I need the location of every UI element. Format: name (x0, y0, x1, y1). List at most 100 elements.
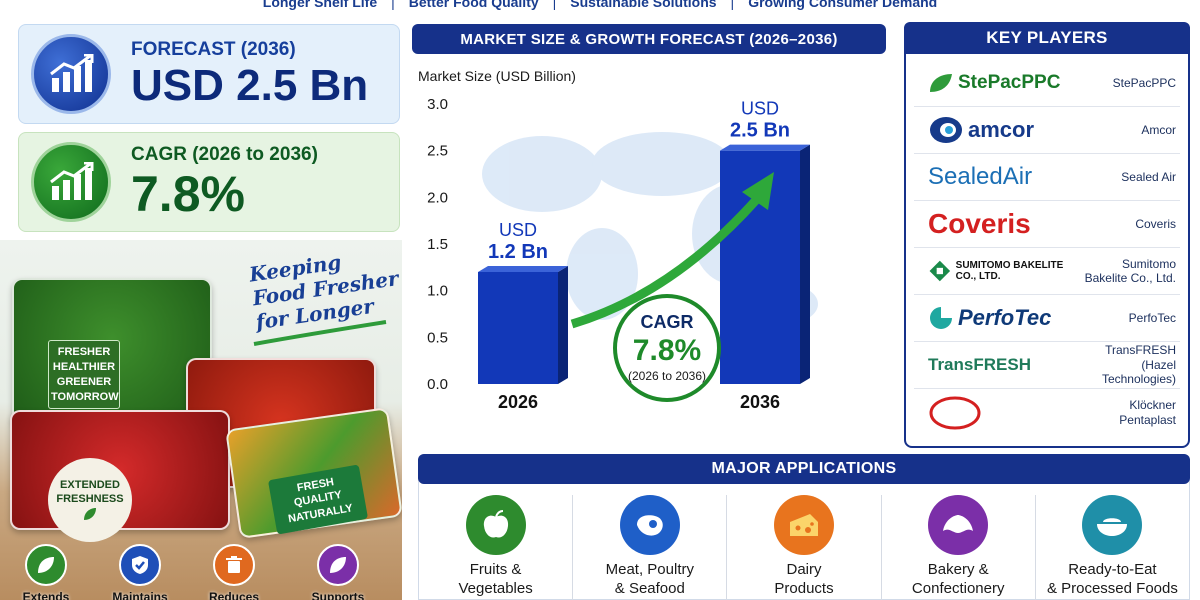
application-label-line: Bakery & (927, 561, 989, 578)
top-banner: Longer Shelf Life | Better Food Quality … (0, 0, 1200, 10)
application-item: Fruits & Vegetables (419, 495, 574, 600)
leaf-icon (317, 544, 359, 586)
cagr-value: 7.8% (131, 165, 245, 222)
application-item: Dairy Products (727, 495, 882, 600)
player-name: Sumitomo Bakelite Co., Ltd. (1084, 256, 1176, 285)
player-logo-text: SUMITOMO BAKELITE CO., LTD. (955, 260, 1064, 282)
application-item: Meat, Poultry & Seafood (573, 495, 728, 600)
banner-item: Growing Consumer Demand (748, 0, 938, 10)
bowl-icon (1082, 495, 1143, 555)
market-chart-panel: MARKET SIZE & GROWTH FORECAST (2026–2036… (412, 24, 892, 444)
apple-icon (465, 495, 526, 555)
stepac-logo: StePacPPC (928, 72, 1060, 94)
banner-separator: | (391, 0, 395, 10)
player-name: Coveris (1135, 216, 1176, 231)
player-name: Amcor (1141, 122, 1176, 137)
application-label: Bakery & Confectionery (912, 561, 1005, 599)
bar (478, 272, 558, 384)
player-logo-text: amcor (968, 117, 1035, 142)
player-logo-text: StePacPPC (958, 72, 1061, 93)
y-tick-label: 3.0 (427, 96, 448, 113)
y-tick-label: 0.5 (427, 329, 448, 346)
trash-icon (213, 544, 255, 586)
application-label: Dairy Products (774, 561, 833, 599)
y-tick-label: 1.0 (427, 283, 448, 300)
banner-item: Sustainable Solutions (570, 0, 717, 10)
bar-value-label: USD (741, 99, 779, 119)
banner-separator: | (552, 0, 557, 10)
player-logo-text: SealedAir (928, 163, 1033, 190)
leaf-icon (25, 544, 67, 586)
application-label-line: & Seafood (614, 579, 685, 597)
benefit-label: Reduces (208, 590, 260, 600)
growth-arrow (570, 195, 761, 329)
benefit-item: Extends (16, 544, 76, 600)
benefit-item: Maintains (110, 544, 170, 600)
player-row: Coveris Coveris (914, 201, 1180, 248)
player-name: TransFRESH (Hazel Technologies) (1101, 343, 1176, 387)
steak-icon (619, 495, 680, 555)
major-applications-panel: MAJOR APPLICATIONS Fruits & Vegetables M… (418, 454, 1190, 600)
bar-side (558, 266, 568, 384)
application-item: Bakery & Confectionery (882, 495, 1036, 600)
swoosh-decoration (253, 320, 387, 346)
cagr-label: CAGR (2026 to 2036) (131, 143, 318, 165)
perfotec-mark-icon (930, 307, 952, 329)
application-item: Ready-to-Eat & Processed Foods (1036, 495, 1189, 600)
bar-top (720, 144, 810, 151)
player-row: Klöckner Pentaplast (914, 389, 1180, 436)
application-label: Meat, Poultry & Seafood (606, 561, 694, 599)
kp-logo (928, 395, 982, 431)
player-logo-text: Coveris (928, 208, 1031, 239)
player-row: StePacPPC StePacPPC (914, 60, 1180, 107)
key-players-panel: KEY PLAYERS StePacPPC StePacPPC amcor Am… (904, 22, 1190, 448)
applications-row: Fruits & Vegetables Meat, Poultry & Seaf… (419, 495, 1189, 600)
sumitomo-logo: SUMITOMO BAKELITE CO., LTD. (928, 256, 1078, 286)
forecast-label: FORECAST (2036) (131, 38, 296, 60)
cagr-annotation-range: (2026 to 2036) (628, 369, 706, 383)
player-row: PerfoTec PerfoTec (914, 295, 1180, 342)
key-players-title: KEY PLAYERS (904, 22, 1190, 54)
player-name: Sealed Air (1121, 169, 1176, 184)
transfresh-logo: TransFRESH (928, 355, 1031, 375)
x-tick-label: 2036 (740, 392, 780, 412)
player-row: SealedAir Sealed Air (914, 154, 1180, 201)
y-tick-label: 2.5 (427, 143, 448, 160)
extended-freshness-seal: EXTENDED FRESHNESS (48, 458, 132, 542)
key-players-list: StePacPPC StePacPPC amcor Amcor SealedAi… (914, 60, 1180, 436)
benefit-label: Supports (311, 590, 365, 600)
bar-value-label: USD (499, 220, 537, 240)
growth-chart-icon (31, 142, 111, 222)
y-tick-label: 2.0 (427, 189, 448, 206)
product-photo: Keeping Food Fresher for Longer FRESHER … (0, 240, 402, 600)
shield-check-icon (119, 544, 161, 586)
chart-y-axis-label: Market Size (USD Billion) (418, 68, 576, 84)
cagr-annotation-circle (613, 294, 721, 402)
player-name: PerfoTec (1128, 310, 1176, 325)
forecast-card: FORECAST (2036) USD 2.5 Bn (18, 24, 400, 124)
fresher-label-line: TOMORROW (51, 390, 119, 403)
fresher-label: FRESHER HEALTHIER GREENER TOMORROW (48, 340, 120, 410)
player-name: StePacPPC (1112, 75, 1176, 90)
applications-title: MAJOR APPLICATIONS (418, 454, 1190, 484)
seal-line: FRESHNESS (56, 493, 124, 505)
application-label: Ready-to-Eat & Processed Foods (1047, 561, 1178, 599)
cagr-annotation-label: CAGR (641, 312, 694, 332)
player-row: TransFRESH TransFRESH (Hazel Technologie… (914, 342, 1180, 389)
player-row: SUMITOMO BAKELITE CO., LTD. Sumitomo Bak… (914, 248, 1180, 295)
application-label-line: Meat, Poultry (605, 561, 694, 578)
leaf-icon (930, 74, 952, 92)
chart-title: MARKET SIZE & GROWTH FORECAST (2026–2036… (412, 24, 886, 54)
x-tick-label: 2026 (498, 392, 538, 412)
fresher-label-line: FRESHER (57, 346, 111, 358)
map-continent (592, 132, 732, 196)
application-label-line: Products (774, 579, 834, 597)
bar-side (800, 144, 810, 384)
perfotec-logo: PerfoTec (928, 305, 1051, 331)
bar-value-label: 1.2 Bn (488, 241, 548, 263)
amcor-logo: amcor (928, 115, 1034, 145)
kp-mark-icon (929, 396, 981, 429)
forecast-value: USD 2.5 Bn (131, 60, 369, 110)
y-tick-label: 1.5 (427, 236, 448, 253)
bar-value-label: 2.5 Bn (730, 120, 790, 142)
